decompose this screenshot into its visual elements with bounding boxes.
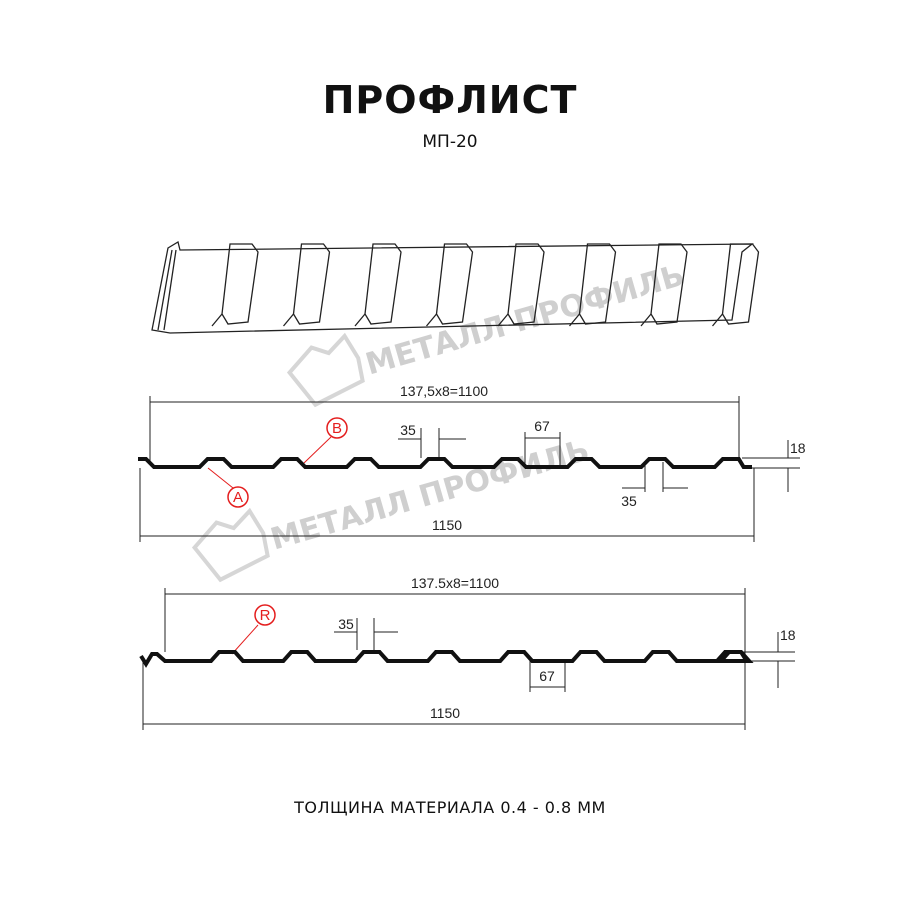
sheet-edge <box>721 243 760 325</box>
valley-label: 67 <box>539 668 555 684</box>
sheet-edge <box>712 313 723 327</box>
height-label: 18 <box>780 627 796 643</box>
sheet-edge <box>364 243 402 325</box>
marker-a-circle <box>227 486 249 508</box>
sheet-edge <box>157 249 177 331</box>
width-label: 1150 <box>430 705 460 721</box>
model-label: МП-20 <box>422 132 478 152</box>
profile-b <box>142 588 795 730</box>
bottom-width-label: 35 <box>621 493 637 509</box>
watermark-2: МЕТАЛЛ ПРОФИЛЬ <box>191 433 593 583</box>
top-width-label: 35 <box>338 616 354 632</box>
marker-a: A <box>233 489 243 506</box>
marker-b-circle <box>326 417 348 439</box>
watermark-logo-icon <box>191 507 270 583</box>
profile-a-shape <box>138 457 752 469</box>
sheet-edge <box>354 313 366 327</box>
sheet-edge <box>221 243 259 325</box>
marker-r-circle <box>254 604 276 626</box>
material-thickness: ТОЛЩИНА МАТЕРИАЛА 0.4 - 0.8 ММ <box>294 798 606 817</box>
top-width-label: 35 <box>400 422 416 438</box>
sheet-edge <box>569 313 580 327</box>
sheet-edge <box>211 313 223 327</box>
pitch-label: 137.5x8=1100 <box>411 575 499 591</box>
profile-b-shape <box>139 650 754 668</box>
page-title: ПРОФЛИСТ <box>322 78 578 122</box>
sheet-edge <box>292 243 331 325</box>
marker-r: R <box>260 607 271 624</box>
sheet-3d-view <box>151 240 760 334</box>
watermark-text: МЕТАЛЛ ПРОФИЛЬ <box>362 258 688 382</box>
height-label: 18 <box>790 440 806 456</box>
sheet-edge <box>435 243 474 325</box>
sheet-edge <box>426 313 437 327</box>
sheet-edge <box>640 313 652 327</box>
profile-a <box>139 396 800 542</box>
valley-label: 67 <box>534 418 550 434</box>
marker-b: B <box>332 420 342 437</box>
pitch-label: 137,5x8=1100 <box>400 383 488 399</box>
width-label: 1150 <box>432 517 462 533</box>
watermark-logo-icon <box>286 332 365 408</box>
sheet-edge <box>497 313 509 327</box>
sheet-edge <box>283 313 294 327</box>
